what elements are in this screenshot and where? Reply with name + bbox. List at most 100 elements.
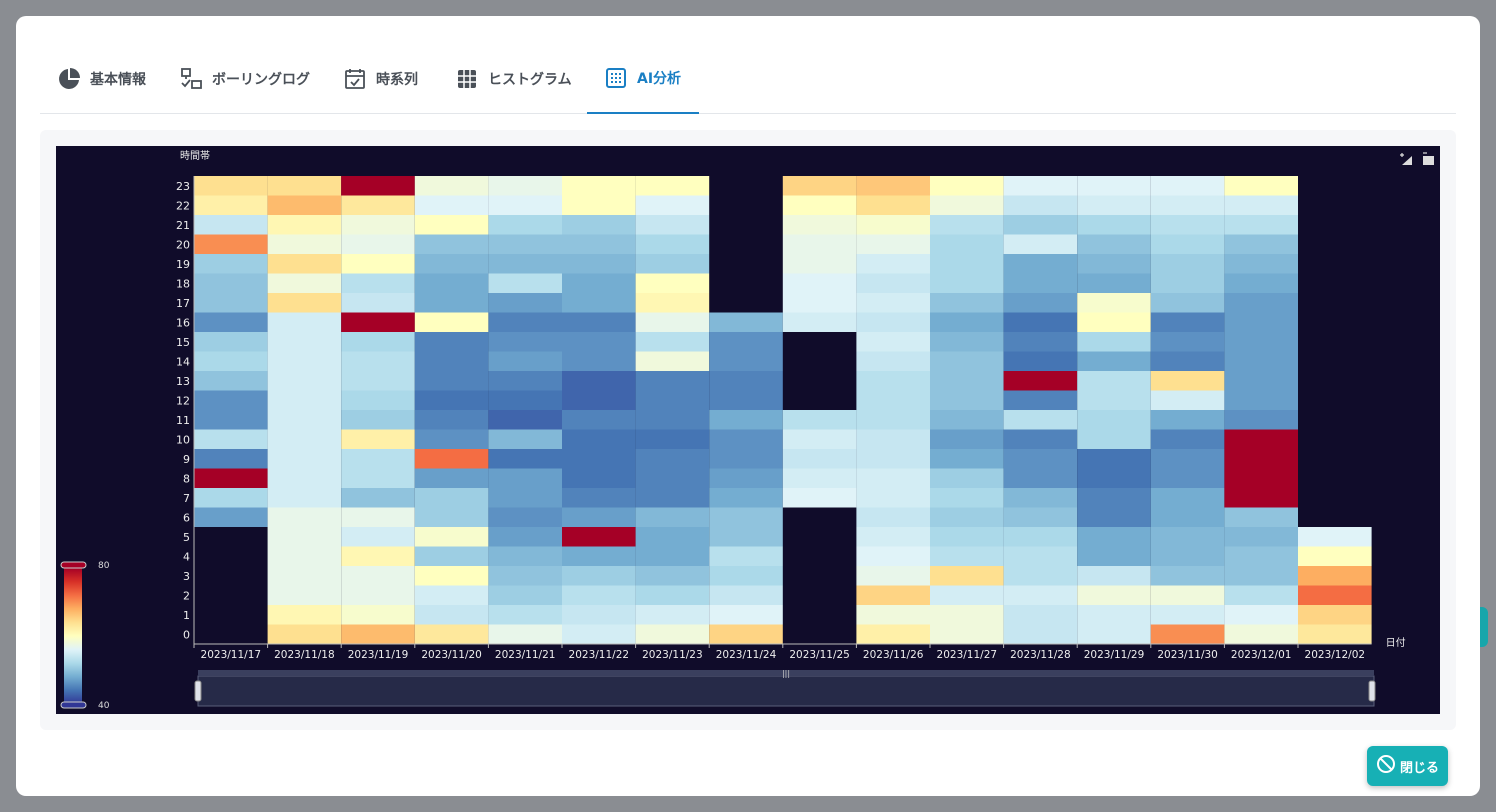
heatmap-cell[interactable]: [1224, 546, 1298, 567]
heatmap-cell[interactable]: [856, 546, 930, 567]
heatmap-cell[interactable]: [194, 449, 268, 469]
heatmap-cell[interactable]: [194, 312, 268, 333]
heatmap-cell[interactable]: [341, 390, 415, 411]
heatmap-cell[interactable]: [635, 488, 710, 508]
heatmap-cell[interactable]: [1003, 488, 1078, 508]
heatmap-cell[interactable]: [1003, 312, 1078, 333]
heatmap-cell[interactable]: [1298, 527, 1372, 547]
heatmap-cell[interactable]: [930, 546, 1004, 567]
heatmap-cell[interactable]: [414, 527, 489, 547]
heatmap-cell[interactable]: [488, 546, 562, 567]
heatmap-cell[interactable]: [267, 312, 342, 333]
heatmap-cell[interactable]: [1224, 429, 1298, 450]
heatmap-cell[interactable]: [1224, 254, 1298, 274]
heatmap-cell[interactable]: [562, 254, 636, 274]
heatmap-cell[interactable]: [709, 488, 783, 508]
heatmap-cell[interactable]: [341, 254, 415, 274]
heatmap-cell[interactable]: [1150, 410, 1225, 430]
heatmap-cell[interactable]: [488, 605, 562, 625]
heatmap-cell[interactable]: [1224, 507, 1298, 528]
heatmap-cell[interactable]: [782, 488, 857, 508]
heatmap-cell[interactable]: [709, 449, 783, 469]
heatmap-cell[interactable]: [1003, 429, 1078, 450]
tab-basic-info[interactable]: 基本情報: [40, 44, 164, 114]
heatmap-cell[interactable]: [267, 390, 342, 411]
heatmap-cell[interactable]: [635, 410, 710, 430]
data-zoom-handle-left[interactable]: [194, 680, 202, 702]
heatmap-cell[interactable]: [1298, 624, 1372, 645]
heatmap-cell[interactable]: [562, 332, 636, 352]
heatmap-cell[interactable]: [1224, 566, 1298, 586]
heatmap-cell[interactable]: [856, 312, 930, 333]
heatmap-cell[interactable]: [1150, 312, 1225, 333]
heatmap-cell[interactable]: [1003, 332, 1078, 352]
heatmap-cell[interactable]: [341, 371, 415, 391]
heatmap-cell[interactable]: [930, 351, 1004, 372]
heatmap-cell[interactable]: [930, 585, 1004, 606]
heatmap-cell[interactable]: [635, 293, 710, 313]
heatmap-cell[interactable]: [562, 468, 636, 489]
zoom-select-icon[interactable]: [1399, 152, 1413, 166]
heatmap-cell[interactable]: [1150, 293, 1225, 313]
heatmap-cell[interactable]: [1298, 605, 1372, 625]
heatmap-cell[interactable]: [856, 605, 930, 625]
heatmap-cell[interactable]: [1077, 429, 1151, 450]
heatmap-cell[interactable]: [709, 351, 783, 372]
heatmap-cell[interactable]: [635, 468, 710, 489]
heatmap-cell[interactable]: [194, 215, 268, 235]
heatmap-cell[interactable]: [1224, 585, 1298, 606]
heatmap-cell[interactable]: [414, 624, 489, 645]
heatmap-cell[interactable]: [930, 429, 1004, 450]
heatmap-cell[interactable]: [930, 488, 1004, 508]
heatmap-cell[interactable]: [1003, 624, 1078, 645]
heatmap-cell[interactable]: [194, 195, 268, 216]
heatmap-cell[interactable]: [562, 585, 636, 606]
heatmap-cell[interactable]: [341, 585, 415, 606]
heatmap-cell[interactable]: [1150, 254, 1225, 274]
heatmap-cell[interactable]: [635, 390, 710, 411]
heatmap-cell[interactable]: [267, 332, 342, 352]
heatmap-cell[interactable]: [1077, 566, 1151, 586]
heatmap-cell[interactable]: [488, 195, 562, 216]
heatmap-cell[interactable]: [1150, 488, 1225, 508]
heatmap-cell[interactable]: [709, 585, 783, 606]
heatmap-cell[interactable]: [267, 293, 342, 313]
heatmap-cell[interactable]: [1077, 449, 1151, 469]
heatmap-cell[interactable]: [194, 507, 268, 528]
zoom-reset-icon[interactable]: [1421, 152, 1435, 166]
heatmap-cell[interactable]: [1150, 624, 1225, 645]
heatmap-cell[interactable]: [635, 312, 710, 333]
heatmap-cell[interactable]: [488, 507, 562, 528]
heatmap-cell[interactable]: [341, 429, 415, 450]
heatmap-cell[interactable]: [856, 351, 930, 372]
heatmap-cell[interactable]: [635, 351, 710, 372]
heatmap-cell[interactable]: [1077, 546, 1151, 567]
close-button[interactable]: 閉じる: [1367, 746, 1448, 786]
heatmap-cell[interactable]: [414, 312, 489, 333]
heatmap-cell[interactable]: [562, 371, 636, 391]
heatmap-cell[interactable]: [341, 468, 415, 489]
heatmap-cell[interactable]: [709, 332, 783, 352]
heatmap-cell[interactable]: [1077, 273, 1151, 294]
heatmap-cell[interactable]: [782, 176, 857, 196]
heatmap-cell[interactable]: [414, 410, 489, 430]
heatmap-cell[interactable]: [267, 566, 342, 586]
heatmap-cell[interactable]: [1298, 546, 1372, 567]
heatmap-cell[interactable]: [414, 488, 489, 508]
heatmap-cell[interactable]: [709, 624, 783, 645]
heatmap-cell[interactable]: [414, 234, 489, 255]
heatmap-cell[interactable]: [267, 527, 342, 547]
heatmap-cell[interactable]: [1077, 234, 1151, 255]
heatmap-cell[interactable]: [1150, 546, 1225, 567]
heatmap-cell[interactable]: [1150, 176, 1225, 196]
heatmap-cell[interactable]: [341, 410, 415, 430]
heatmap-cell[interactable]: [341, 449, 415, 469]
heatmap-cell[interactable]: [488, 488, 562, 508]
heatmap-cell[interactable]: [414, 351, 489, 372]
heatmap-cell[interactable]: [1077, 215, 1151, 235]
heatmap-cell[interactable]: [856, 293, 930, 313]
heatmap-cell[interactable]: [1077, 605, 1151, 625]
heatmap-cell[interactable]: [1150, 273, 1225, 294]
heatmap-cell[interactable]: [1298, 566, 1372, 586]
heatmap-cell[interactable]: [341, 605, 415, 625]
